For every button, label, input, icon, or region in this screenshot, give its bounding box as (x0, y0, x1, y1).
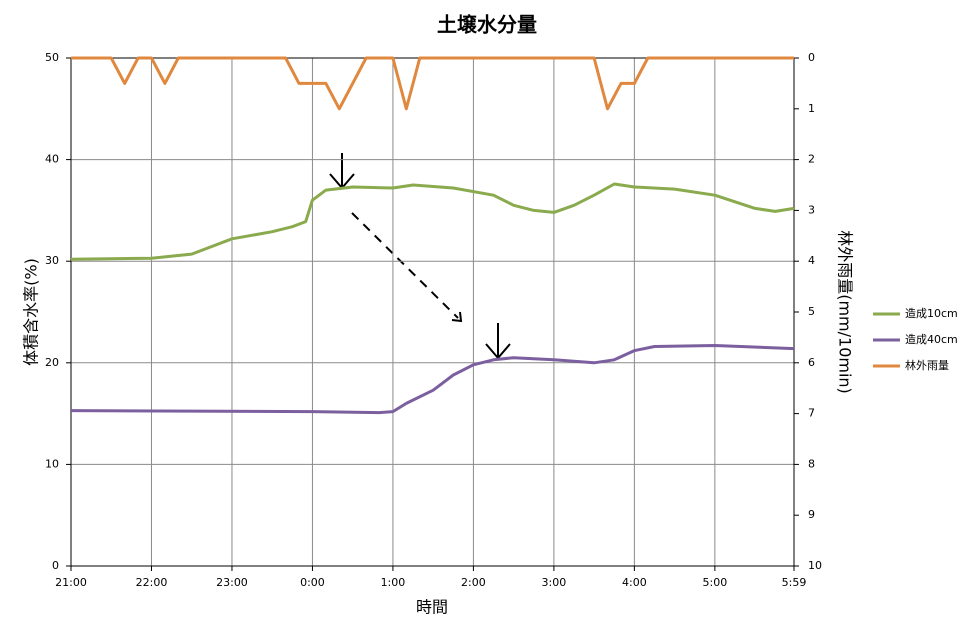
y-tick-label: 50 (45, 51, 59, 64)
x-tick-label: 4:00 (622, 576, 647, 589)
y2-axis-title: 林外雨量(mm/10min) (836, 230, 855, 394)
y2-tick-label: 0 (808, 51, 815, 64)
y-tick-label: 10 (45, 457, 59, 470)
y2-tick-label: 6 (808, 356, 815, 369)
y-tick-label: 0 (52, 559, 59, 572)
y-tick-label: 30 (45, 254, 59, 267)
y2-tick-label: 8 (808, 457, 815, 470)
y2-tick-label: 10 (808, 559, 822, 572)
series-line (70, 182, 795, 261)
y2-tick-label: 9 (808, 508, 815, 521)
x-tick-label: 2:00 (461, 576, 486, 589)
y2-tick-label: 3 (808, 203, 815, 216)
x-tick-label: 21:00 (55, 576, 87, 589)
annotation-arrows (329, 153, 511, 360)
y-tick-label: 20 (45, 356, 59, 369)
series-line (70, 344, 795, 415)
x-axis-title: 時間 (416, 598, 448, 617)
y-tick-label: 40 (45, 153, 59, 166)
legend-label: 造成10cm (905, 306, 958, 320)
chart-title: 土壌水分量 (437, 13, 537, 37)
y-axis-title: 体積含水率(%) (22, 258, 41, 366)
y2-tick-label: 2 (808, 153, 815, 166)
x-tick-label: 22:00 (136, 576, 168, 589)
x-tick-label: 23:00 (216, 576, 248, 589)
series-line (71, 56, 794, 111)
legend-label: 造成40cm (905, 332, 958, 346)
y2-tick-label: 5 (808, 305, 815, 318)
legend-label: 林外雨量 (905, 358, 949, 372)
plot-frame (70, 57, 795, 567)
y2-tick-label: 1 (808, 102, 815, 115)
x-tick-label: 0:00 (300, 576, 325, 589)
x-tick-label: 1:00 (381, 576, 406, 589)
x-tick-label: 3:00 (542, 576, 567, 589)
x-tick-label: 5:00 (703, 576, 728, 589)
y2-tick-label: 7 (808, 407, 815, 420)
x-tick-label: 5:59 (782, 576, 807, 589)
y2-tick-label: 4 (808, 254, 815, 267)
